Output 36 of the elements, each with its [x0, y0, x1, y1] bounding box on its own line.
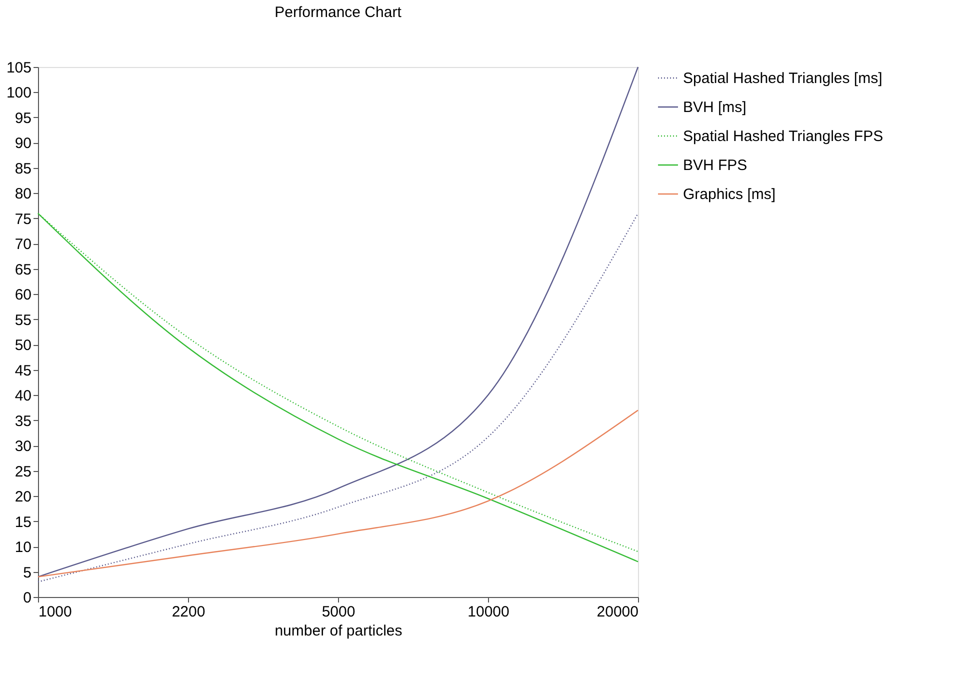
line-series [37, 410, 639, 578]
legend-label: Graphics [ms] [683, 186, 776, 203]
y-tick-label: 5 [23, 564, 32, 582]
y-tick-label: 0 [23, 590, 32, 606]
legend-label: Spatial Hashed Triangles [ms] [683, 70, 882, 87]
y-tick-label: 75 [14, 210, 32, 228]
x-tick-label: 2200 [172, 604, 206, 620]
x-axis-title: number of particles [274, 622, 402, 640]
chart-title: Performance Chart [274, 4, 402, 21]
line-series [37, 66, 639, 578]
y-tick-label: 85 [14, 160, 32, 178]
x-tick-label: 20000 [596, 604, 638, 620]
x-tick-label: 5000 [322, 604, 356, 620]
y-tick-label: 65 [14, 261, 32, 278]
y-tick-label: 15 [14, 514, 32, 531]
x-tick-label: 10000 [468, 604, 510, 620]
y-tick-label: 50 [14, 337, 32, 354]
y-tick-label: 10 [14, 539, 32, 556]
legend-label: BVH [ms] [683, 99, 746, 116]
y-tick-label: 55 [14, 312, 32, 329]
y-tick-label: 100 [6, 84, 32, 102]
y-tick-label: 45 [14, 362, 32, 380]
y-tick-label: 90 [14, 135, 32, 152]
y-tick-label: 25 [14, 463, 32, 480]
y-tick-label: 35 [14, 412, 32, 430]
y-tick-label: 95 [14, 110, 32, 127]
legend-label: Spatial Hashed Triangles FPS [683, 128, 884, 145]
y-tick-label: 30 [14, 438, 32, 456]
y-tick-label: 20 [14, 488, 32, 506]
y-tick-label: 105 [6, 60, 32, 76]
x-tick-label: 1000 [38, 604, 72, 620]
y-tick-label: 60 [14, 286, 32, 304]
y-tick-label: 40 [14, 388, 32, 405]
legend-label: BVH FPS [683, 157, 748, 174]
y-tick-label: 70 [14, 236, 32, 254]
y-tick-label: 80 [14, 186, 32, 203]
